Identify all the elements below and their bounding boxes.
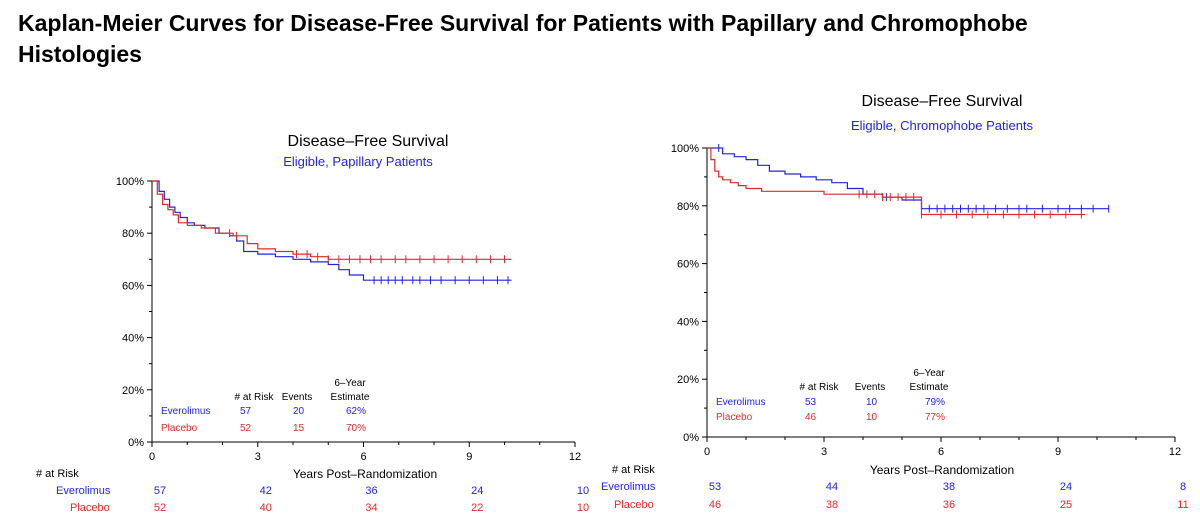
y-tick-label: 0% xyxy=(683,432,699,444)
chart-subtitle: Eligible, Chromophobe Patients xyxy=(851,118,1034,133)
x-axis-label: Years Post–Randomization xyxy=(293,467,437,481)
y-tick-label: 80% xyxy=(677,201,699,213)
x-tick-label: 0 xyxy=(149,451,155,463)
risk-table-value: 53 xyxy=(709,481,721,493)
risk-table-value: 25 xyxy=(1060,499,1072,511)
risk-table-header: # at Risk xyxy=(612,464,655,476)
x-tick-label: 12 xyxy=(569,451,581,463)
y-tick-label: 100% xyxy=(671,143,699,155)
summary-header-at-risk: # at Risk xyxy=(235,392,275,403)
risk-table-value: 24 xyxy=(471,485,483,497)
risk-table-value: 38 xyxy=(826,499,838,511)
x-tick-label: 12 xyxy=(1169,446,1181,458)
risk-table-row-name: Placebo xyxy=(70,502,110,514)
chart-subtitle: Eligible, Papillary Patients xyxy=(283,154,433,169)
summary-row-name: Everolimus xyxy=(716,397,765,408)
x-tick-label: 3 xyxy=(255,451,261,463)
km-curve-placebo xyxy=(707,147,1086,216)
summary-header-estimate-line2: Estimate xyxy=(331,392,370,403)
risk-table-row-name: Everolimus xyxy=(56,485,111,497)
risk-table-value: 57 xyxy=(154,485,166,497)
chart-title: Disease–Free Survival xyxy=(288,133,449,150)
x-tick-label: 3 xyxy=(821,446,827,458)
x-tick-label: 9 xyxy=(1055,446,1061,458)
summary-events: 10 xyxy=(866,412,878,423)
summary-header-at-risk: # at Risk xyxy=(800,382,840,393)
risk-table-value: 8 xyxy=(1180,481,1186,493)
risk-table-value: 36 xyxy=(365,485,377,497)
summary-at-risk: 52 xyxy=(240,423,252,434)
summary-header-estimate-line1: 6–Year xyxy=(334,378,366,389)
y-tick-label: 20% xyxy=(677,374,699,386)
summary-header-events: Events xyxy=(282,392,313,403)
km-chart-papillary: Disease–Free Survival Eligible, Papillary… xyxy=(36,133,589,514)
x-tick-label: 6 xyxy=(360,451,366,463)
risk-table-value: 10 xyxy=(577,502,589,514)
summary-events: 10 xyxy=(866,397,878,408)
y-tick-label: 40% xyxy=(677,316,699,328)
y-tick-label: 0% xyxy=(128,437,144,449)
summary-at-risk: 53 xyxy=(805,397,817,408)
y-tick-label: 20% xyxy=(122,385,144,397)
summary-estimate: 62% xyxy=(346,406,366,417)
y-tick-label: 80% xyxy=(122,228,144,240)
x-tick-label: 0 xyxy=(704,446,710,458)
risk-table-row-name: Placebo xyxy=(614,499,654,511)
summary-at-risk: 46 xyxy=(805,412,817,423)
summary-estimate: 70% xyxy=(346,423,366,434)
x-axis-label: Years Post–Randomization xyxy=(870,463,1014,477)
km-curve-everolimus xyxy=(152,180,512,281)
summary-events: 15 xyxy=(293,423,305,434)
summary-events: 20 xyxy=(293,406,305,417)
risk-table-value: 10 xyxy=(577,485,589,497)
summary-row-name: Everolimus xyxy=(161,406,210,417)
summary-header-estimate-line2: Estimate xyxy=(910,382,949,393)
x-tick-label: 9 xyxy=(466,451,472,463)
km-chart-chromophobe: Disease–Free Survival Eligible, Chromopho… xyxy=(601,93,1189,511)
summary-row-name: Placebo xyxy=(161,423,198,434)
risk-table-value: 42 xyxy=(260,485,272,497)
summary-estimate: 77% xyxy=(925,412,945,423)
summary-at-risk: 57 xyxy=(240,406,252,417)
y-tick-label: 100% xyxy=(116,176,144,188)
summary-row-name: Placebo xyxy=(716,412,753,423)
km-curve-everolimus xyxy=(707,147,1109,210)
y-tick-label: 60% xyxy=(122,280,144,292)
risk-table-value: 22 xyxy=(471,502,483,514)
risk-table-value: 38 xyxy=(943,481,955,493)
risk-table-value: 40 xyxy=(260,502,272,514)
y-tick-label: 60% xyxy=(677,259,699,271)
risk-table-value: 34 xyxy=(365,502,377,514)
risk-table-header: # at Risk xyxy=(36,468,79,480)
risk-table-value: 52 xyxy=(154,502,166,514)
risk-table-value: 36 xyxy=(943,499,955,511)
summary-estimate: 79% xyxy=(925,397,945,408)
y-tick-label: 40% xyxy=(122,333,144,345)
risk-table-value: 11 xyxy=(1177,499,1188,511)
risk-table-row-name: Everolimus xyxy=(601,481,656,493)
risk-table-value: 44 xyxy=(826,481,838,493)
chart-title: Disease–Free Survival xyxy=(862,93,1023,110)
summary-header-estimate-line1: 6–Year xyxy=(913,368,945,379)
x-tick-label: 6 xyxy=(938,446,944,458)
risk-table-value: 46 xyxy=(709,499,721,511)
risk-table-value: 24 xyxy=(1060,481,1072,493)
slide-title: Kaplan-Meier Curves for Disease-Free Sur… xyxy=(18,10,1028,67)
km-curve-placebo xyxy=(152,180,512,260)
summary-header-events: Events xyxy=(855,382,886,393)
